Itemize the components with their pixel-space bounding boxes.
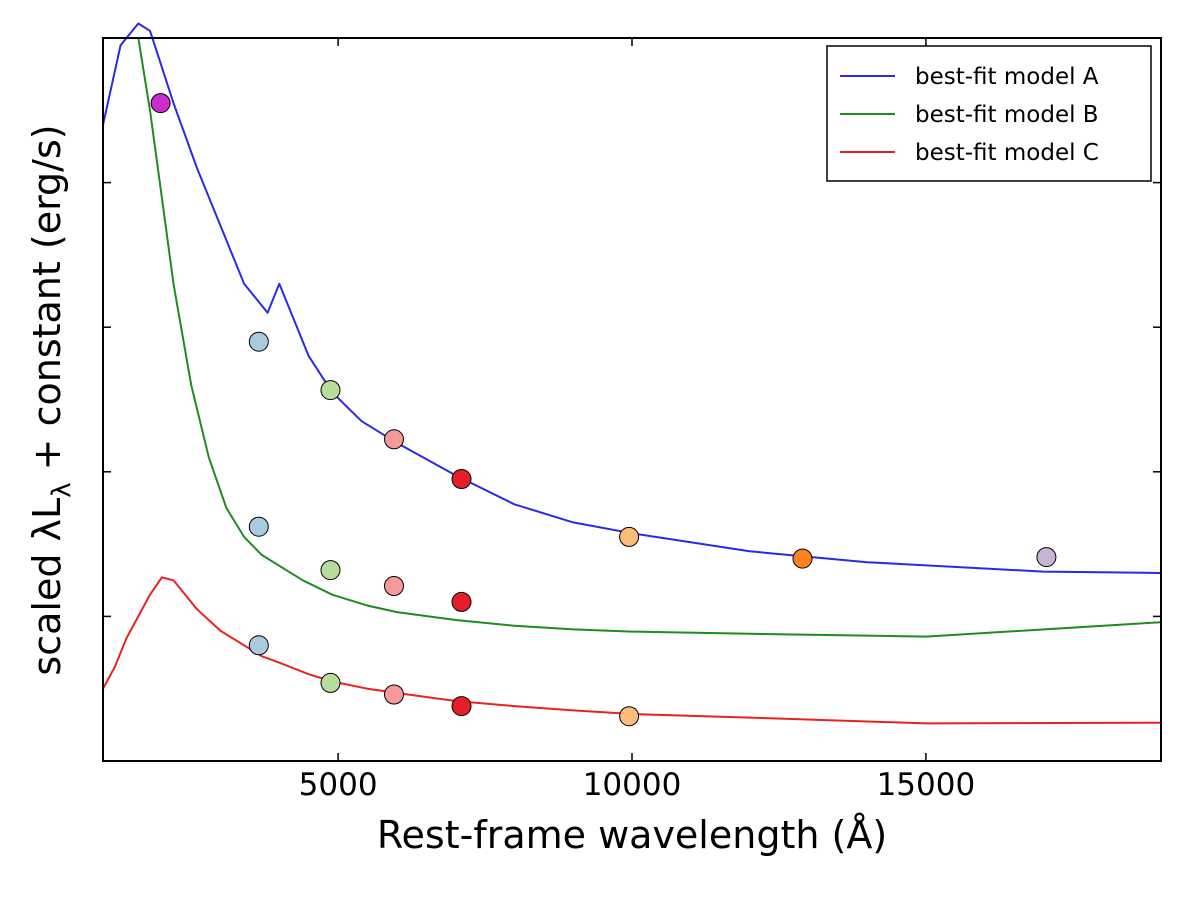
- y-axis-label-suffix: + constant (erg/s): [25, 124, 69, 482]
- y-axis-label-main: scaled λL: [25, 498, 69, 676]
- marker-best-fit-model-b-7100: [451, 591, 472, 612]
- marker-best-fit-model-a-7100: [451, 469, 472, 489]
- series-line-best-fit-model-c: [102, 576, 1162, 725]
- marker-best-fit-model-b-5950: [384, 576, 404, 596]
- x-tick-label-10000: 10000: [583, 767, 682, 803]
- marker-best-fit-model-c-7100: [451, 696, 472, 717]
- legend-label-best-fit-model-b: best-fit model B: [915, 102, 1099, 128]
- series-line-best-fit-model-a: [102, 22, 1162, 574]
- x-ticks: 5000 10000 15000: [299, 38, 976, 803]
- y-ticks: [103, 181, 1161, 618]
- marker-best-fit-model-a-1980: [150, 93, 171, 114]
- data-markers: [150, 93, 1057, 727]
- legend: best-fit model A best-fit model B best-fit…: [826, 45, 1152, 182]
- marker-best-fit-model-a-5950: [384, 429, 404, 450]
- marker-best-fit-model-a-4870: [320, 380, 341, 401]
- series-lines: [102, 22, 1162, 725]
- y-axis-label: scaled λLλ + constant (erg/s): [25, 124, 77, 675]
- x-tick-label-5000: 5000: [299, 767, 378, 803]
- marker-best-fit-model-a-9950: [619, 526, 640, 547]
- legend-label-best-fit-model-a: best-fit model A: [915, 64, 1099, 90]
- marker-best-fit-model-b-3650: [248, 516, 269, 537]
- marker-best-fit-model-c-3650: [248, 635, 269, 656]
- marker-best-fit-model-a-3650: [248, 331, 269, 352]
- legend-label-best-fit-model-c: best-fit model C: [915, 140, 1099, 166]
- marker-best-fit-model-a-17050: [1036, 547, 1057, 568]
- marker-best-fit-model-c-9950: [619, 706, 640, 727]
- marker-best-fit-model-c-5950: [384, 684, 404, 705]
- series-line-best-fit-model-b: [137, 37, 1162, 638]
- marker-best-fit-model-c-4870: [320, 672, 341, 693]
- x-tick-label-15000: 15000: [877, 767, 976, 803]
- marker-best-fit-model-b-4870: [320, 560, 341, 581]
- marker-best-fit-model-a-12900: [792, 548, 813, 569]
- y-axis-label-subscript: λ: [47, 482, 77, 497]
- x-axis-label: Rest-frame wavelength (Å): [377, 813, 887, 857]
